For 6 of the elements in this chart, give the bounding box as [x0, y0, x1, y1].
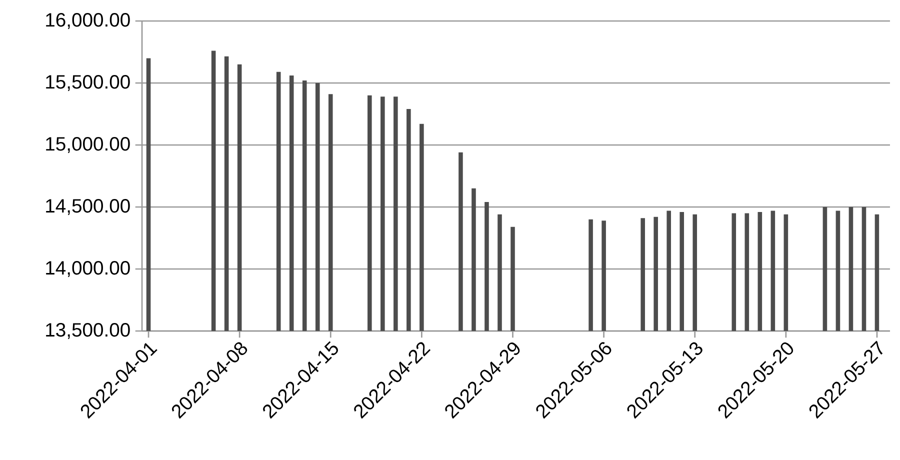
y-tick-label: 13,500.00	[46, 322, 130, 339]
y-tick-label: 16,000.00	[46, 13, 130, 29]
y-tick-label: 15,500.00	[46, 75, 130, 91]
y-tick-label: 14,500.00	[46, 198, 130, 215]
y-tick-label: 15,000.00	[46, 136, 130, 153]
y-tick-label: 14,000.00	[46, 260, 130, 277]
